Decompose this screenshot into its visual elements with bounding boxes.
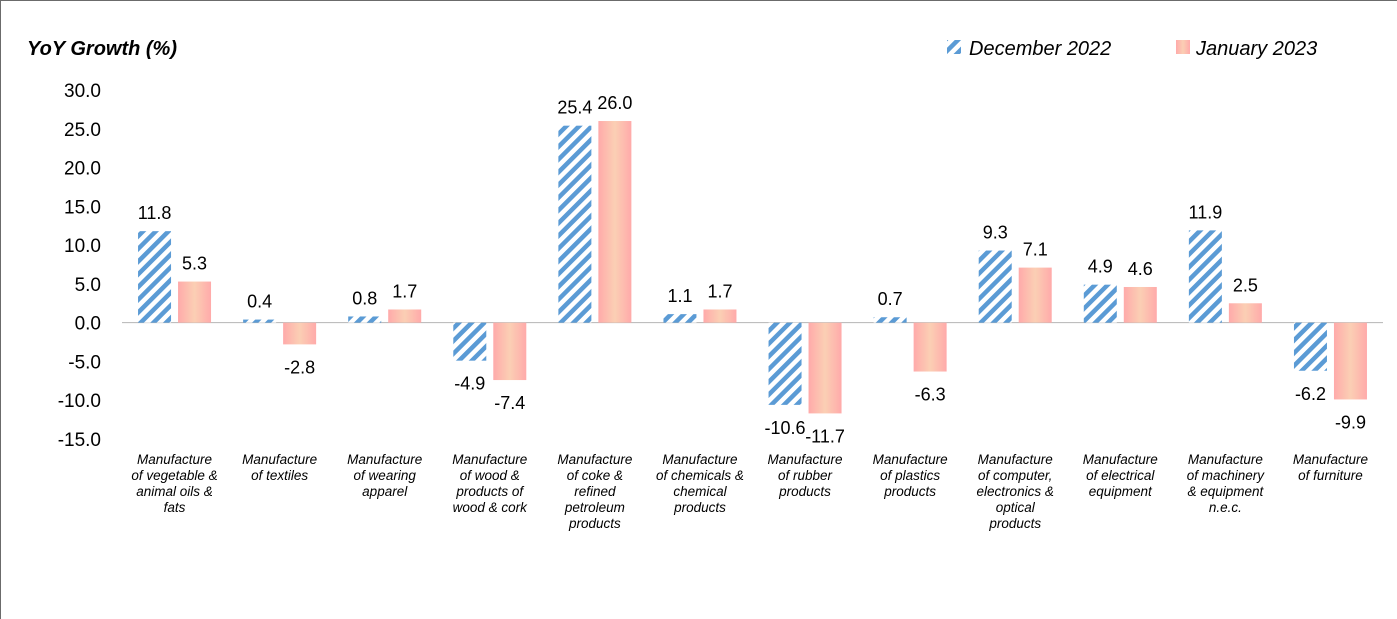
bar-january-2023 (178, 281, 212, 323)
bars (138, 121, 1367, 414)
bar-december-2022 (768, 322, 802, 405)
category-label: Manufacture of wearing apparel (347, 452, 423, 499)
data-label: -6.3 (915, 385, 946, 405)
data-label: 7.1 (1023, 240, 1048, 260)
data-labels: 11.8 5.3 0.4 -2.8 0.8 1.7 -4.9 -7.4 25.4 26.0 1.1 1… (138, 93, 1366, 446)
bar-december-2022 (243, 319, 277, 323)
data-label: -7.4 (494, 393, 525, 413)
data-label: -10.6 (765, 418, 806, 438)
bar-january-2023 (598, 121, 632, 323)
data-label: 0.7 (878, 289, 903, 309)
bar-january-2023 (493, 322, 527, 381)
data-label: 1.7 (707, 281, 732, 301)
bar-january-2023 (808, 322, 842, 414)
y-tick-label: 5.0 (75, 275, 101, 296)
bar-january-2023 (913, 322, 947, 372)
data-label: 4.9 (1088, 257, 1113, 277)
bar-december-2022 (1293, 322, 1327, 371)
data-label: 25.4 (557, 98, 592, 118)
y-tick-label: -5.0 (68, 352, 101, 373)
legend-swatch-december-2022 (947, 40, 961, 54)
category-label: Manufacture of vegetable & animal oils & fa… (131, 452, 218, 515)
bar-january-2023 (1123, 286, 1157, 323)
legend-item-december-2022: December 2022 (947, 38, 1111, 60)
y-tick-label: 20.0 (64, 159, 101, 180)
bar-december-2022 (663, 314, 697, 323)
bar-january-2023 (1333, 322, 1367, 400)
category-label: Manufacture of electrical equipment (1082, 452, 1158, 499)
y-axis-title: YoY Growth (%) (27, 38, 177, 60)
legend-item-january-2023: January 2023 (1176, 38, 1317, 60)
legend: December 2022 January 2023 (947, 38, 1317, 60)
data-label: -11.7 (805, 426, 845, 446)
category-label: Manufacture of machinery & equipment n.e.c. (1186, 452, 1265, 515)
data-label: 1.1 (667, 286, 692, 306)
data-label: 4.6 (1128, 259, 1153, 279)
category-label: Manufacture of chemicals & chemical product… (656, 452, 744, 515)
y-tick-label: 15.0 (64, 197, 101, 218)
category-label: Manufacture of textiles (242, 452, 318, 483)
data-label: 9.3 (983, 223, 1008, 243)
data-label: 26.0 (597, 93, 632, 113)
bar-december-2022 (1188, 230, 1222, 323)
bar-january-2023 (1228, 303, 1262, 323)
bar-january-2023 (283, 322, 317, 345)
bar-december-2022 (453, 322, 487, 361)
category-label: Manufacture of furniture (1292, 452, 1368, 483)
data-label: -9.9 (1335, 412, 1366, 432)
data-label: 5.3 (182, 254, 207, 274)
bar-december-2022 (1083, 284, 1117, 323)
data-label: 0.8 (352, 288, 377, 308)
bar-january-2023 (703, 309, 737, 323)
bar-december-2022 (873, 317, 907, 323)
y-tick-label: 0.0 (75, 314, 101, 335)
y-tick-label: 30.0 (64, 81, 101, 102)
data-label: 2.5 (1233, 275, 1258, 295)
y-tick-label: -10.0 (58, 391, 101, 412)
data-label: -6.2 (1295, 384, 1326, 404)
data-label: 11.8 (138, 203, 172, 223)
bar-december-2022 (978, 250, 1012, 323)
bar-january-2023 (388, 309, 422, 323)
data-label: 1.7 (392, 281, 417, 301)
legend-label-december-2022: December 2022 (969, 38, 1111, 60)
category-label: Manufacture of plastics products (872, 452, 948, 499)
data-label: -2.8 (284, 357, 315, 377)
category-label: Manufacture of wood & products of wood & co… (452, 452, 528, 515)
legend-swatch-january-2023 (1176, 40, 1190, 54)
category-label: Manufacture of rubber products (767, 452, 843, 499)
y-tick-label: 10.0 (64, 236, 101, 257)
legend-label-january-2023: January 2023 (1195, 38, 1317, 60)
bar-december-2022 (558, 125, 592, 323)
y-tick-label: -15.0 (58, 430, 101, 451)
data-label: -4.9 (454, 374, 485, 394)
bar-december-2022 (348, 316, 382, 323)
category-label: Manufacture of computer, electronics & opti… (976, 452, 1054, 531)
category-label: Manufacture of coke & refined petroleum prod… (557, 452, 633, 531)
data-label: 11.9 (1189, 202, 1223, 222)
data-label: 0.4 (247, 292, 272, 312)
y-axis-ticks: 30.0 25.0 20.0 15.0 10.0 5.0 0.0 -5.0 -10.0 -15.0 (58, 81, 101, 451)
y-tick-label: 25.0 (64, 120, 101, 141)
bar-january-2023 (1018, 267, 1052, 323)
bar-december-2022 (138, 231, 172, 323)
